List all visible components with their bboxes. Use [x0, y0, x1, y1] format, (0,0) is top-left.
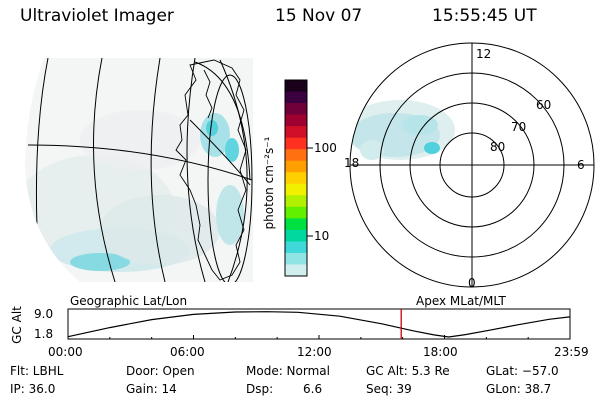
status-glat: GLat: −57.0: [486, 364, 559, 378]
right-panel-label: Apex MLat/MLT: [416, 294, 506, 308]
timeline-xtick-0600: 06:00: [170, 345, 205, 359]
uv-emission-left: [25, 58, 253, 282]
colorbar-segment: [285, 126, 307, 139]
mlat-label-60: 60: [536, 98, 552, 112]
mlt-label-12: 12: [476, 47, 492, 61]
timeline-x-ticks: [67, 335, 571, 339]
status-seq: Seq: 39: [366, 382, 412, 396]
mlat-label-80: 80: [490, 140, 506, 154]
colorbar-segment: [285, 264, 307, 277]
timeline-xtick-2359: 23:59: [554, 345, 589, 359]
status-filter: Flt: LBHL: [10, 364, 64, 378]
status-gain: Gain: 14: [126, 382, 177, 396]
timeline-xtick-0000: 00:00: [48, 345, 83, 359]
mlt-label-0: 0: [468, 276, 476, 290]
colorbar-segment: [285, 206, 307, 219]
colorbar-segment: [285, 137, 307, 150]
uv-emission-polar: [350, 100, 455, 160]
colorbar-segment: [285, 80, 307, 93]
left-panel-label: Geographic Lat/Lon: [70, 294, 188, 308]
colorbar-segment: [285, 103, 307, 116]
polar-grid: [349, 42, 595, 288]
colorbar-segment: [285, 241, 307, 254]
colorbar-segment: [285, 183, 307, 196]
coastline: [175, 59, 247, 281]
colorbar-segment: [285, 229, 307, 242]
timeline-xtick-1200: 12:00: [297, 345, 332, 359]
colorbar-segment: [285, 172, 307, 185]
colorbar-segment: [285, 91, 307, 104]
timeline-frame: [67, 308, 571, 340]
mlt-label-6: 6: [577, 158, 585, 172]
status-dsp-value: 6.6: [303, 382, 323, 396]
colorbar-segment: [285, 218, 307, 231]
mlt-label-18: 18: [344, 156, 360, 170]
colorbar-segment: [285, 195, 307, 208]
gc-alt-line: [67, 311, 570, 338]
status-gc-alt: GC Alt: 5.3 Re: [366, 364, 450, 378]
status-dsp-label: Dsp:: [246, 382, 274, 396]
image-title: Ultraviolet Imager: [20, 6, 174, 26]
colorbar-segment: [285, 114, 307, 127]
colorbar-segment: [285, 252, 307, 265]
timeline-ylabel: GC Alt: [10, 306, 24, 344]
status-mode: Mode: Normal: [246, 364, 330, 378]
time-label: 15:55:45 UT: [432, 6, 537, 26]
timeline-ytick-9: 9.0: [34, 307, 54, 321]
colorbar-segment: [285, 160, 307, 173]
colorbar-segment: [285, 149, 307, 162]
timeline-ytick-1-8: 1.8: [34, 327, 54, 341]
lat-lon-grid: [27, 58, 253, 282]
status-ip: IP: 36.0: [10, 382, 56, 396]
mlat-label-70: 70: [511, 120, 527, 134]
status-glon: GLon: 38.7: [486, 382, 552, 396]
status-door: Door: Open: [126, 364, 195, 378]
date-label: 15 Nov 07: [275, 6, 363, 26]
timeline-xtick-1800: 18:00: [423, 345, 458, 359]
colorbar-tick-label-100: 100: [314, 141, 337, 155]
colorbar-gradient: [285, 80, 307, 277]
colorbar-tick-label-10: 10: [314, 229, 330, 243]
